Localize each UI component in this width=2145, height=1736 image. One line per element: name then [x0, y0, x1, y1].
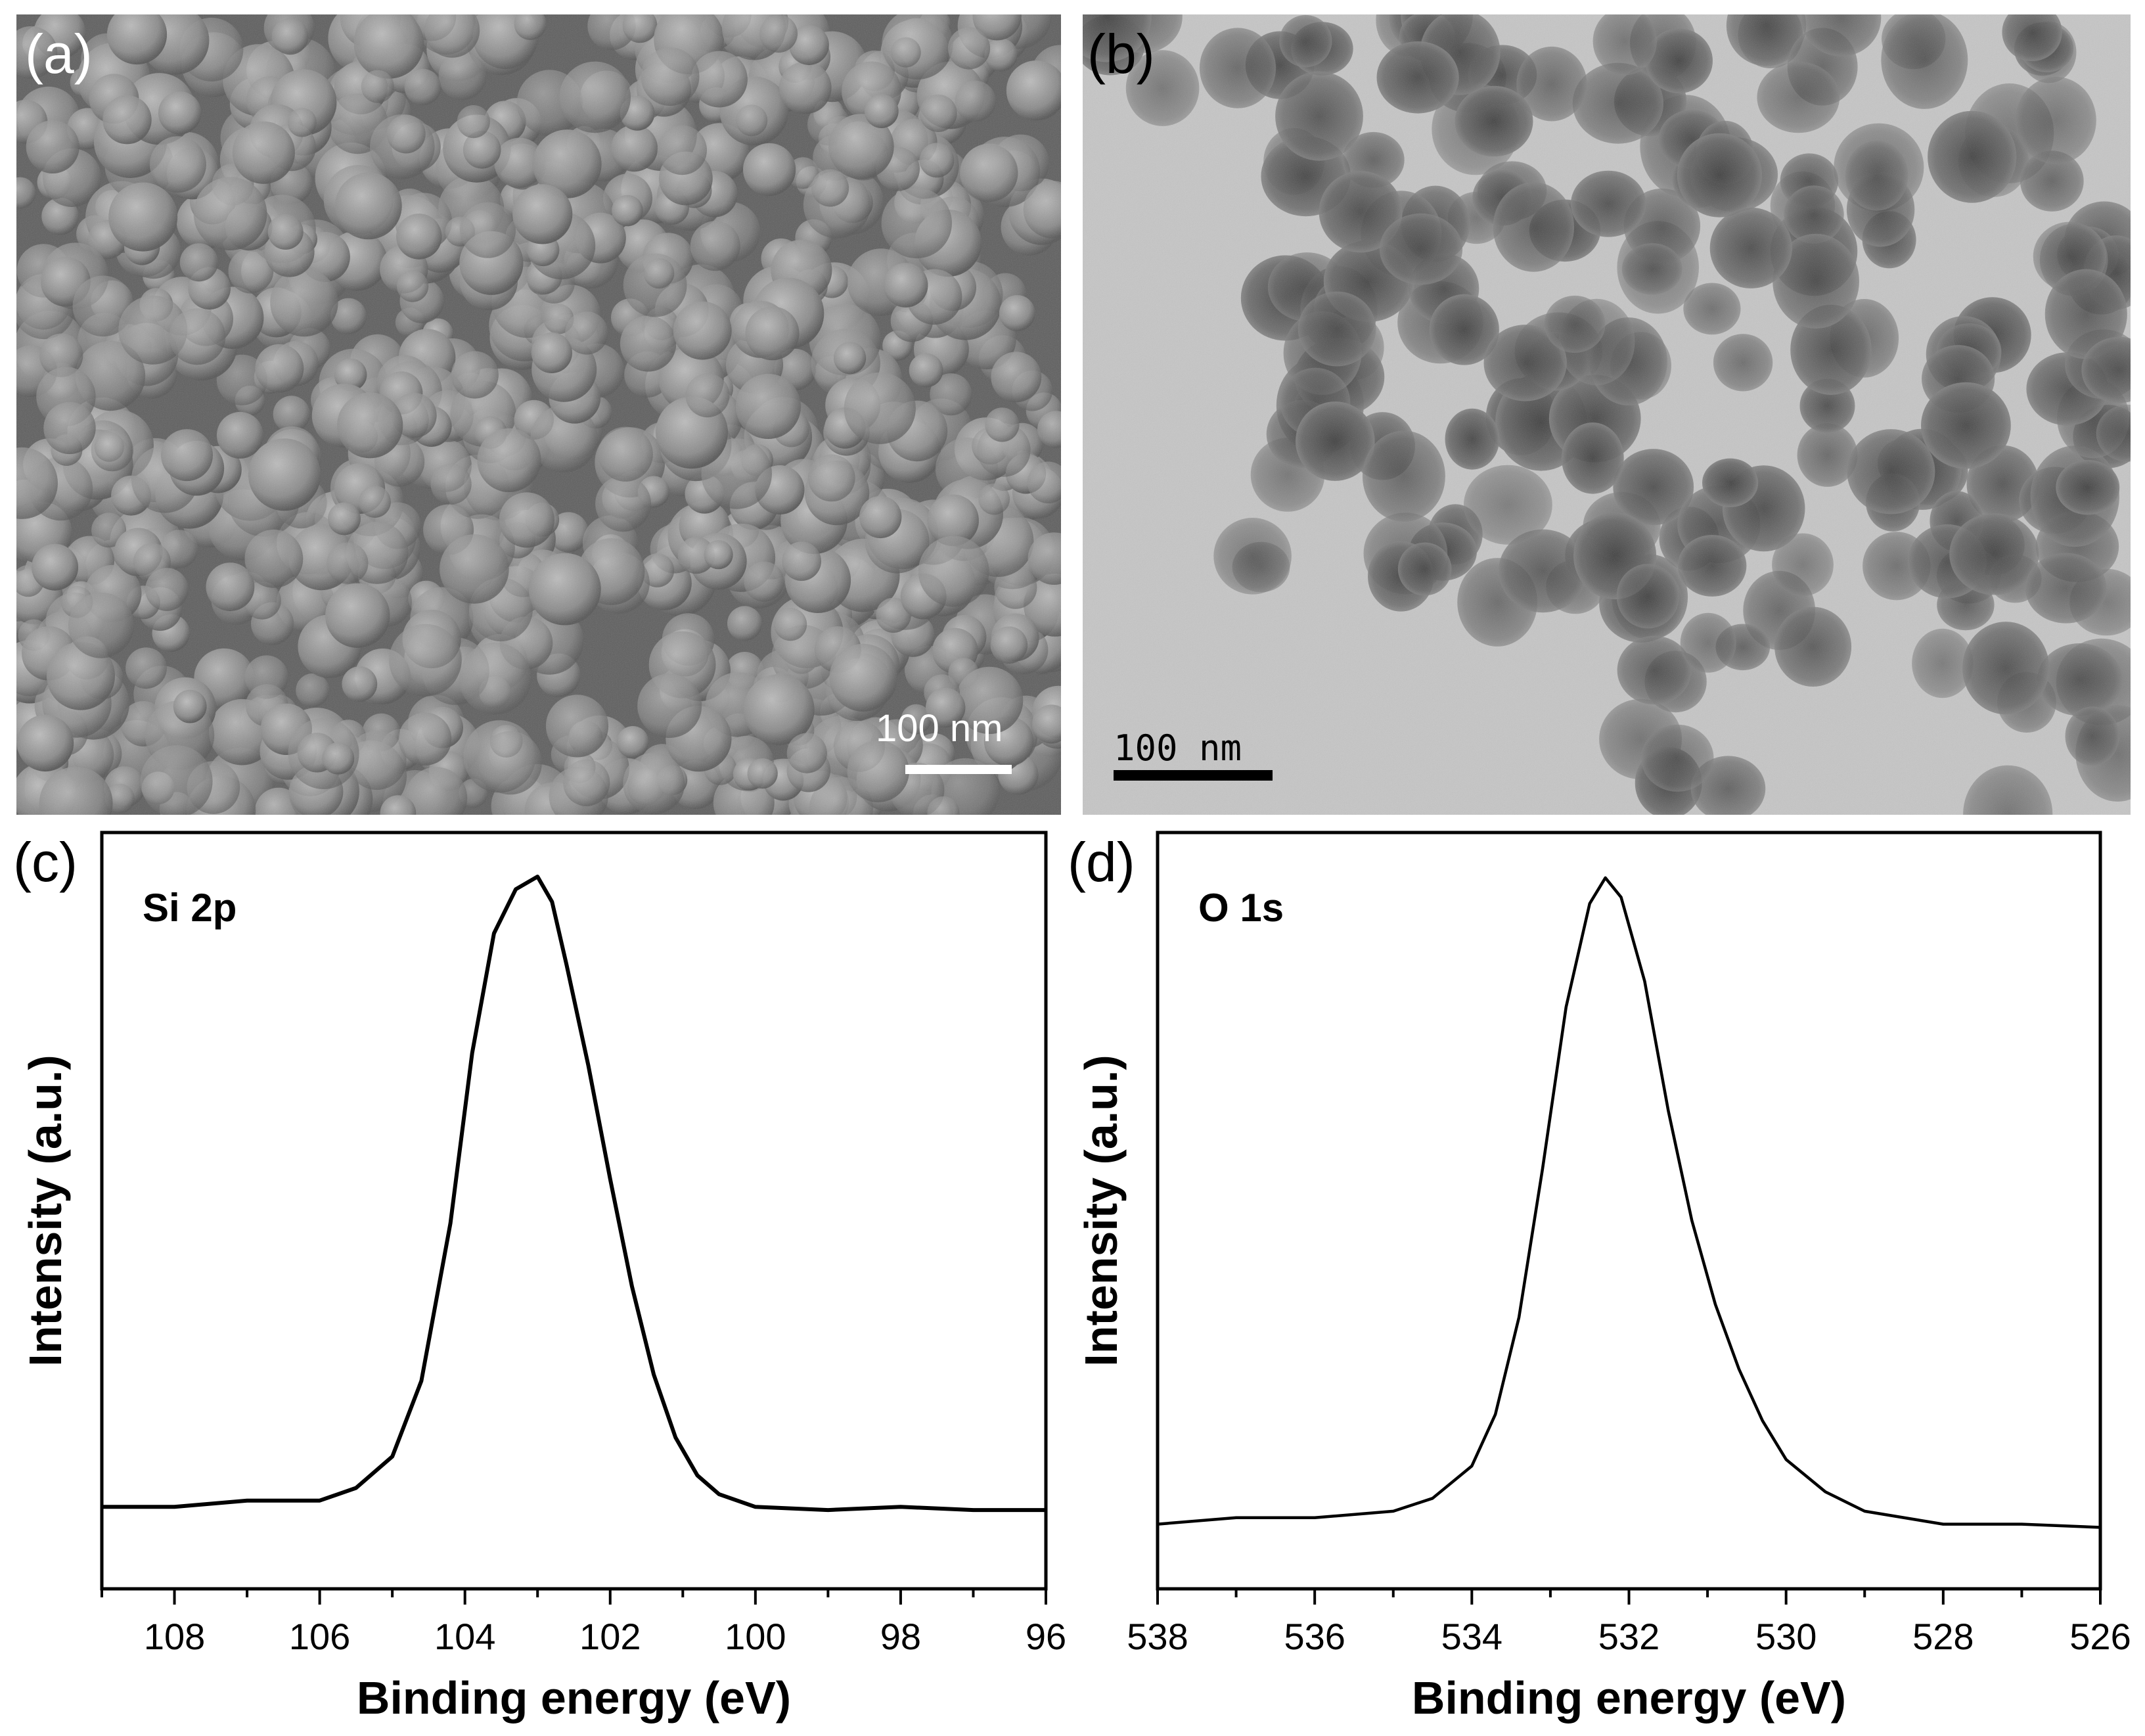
chart-d-x-tick-label: 526: [2069, 1616, 2131, 1657]
chart-d-spectrum-line: [1157, 876, 2101, 1529]
chart-c-x-tick-label: 102: [579, 1616, 641, 1657]
panel-label-d: (d): [1068, 831, 1135, 893]
chart-d-x-tick-label: 528: [1912, 1616, 1974, 1657]
chart-c: 108 106 104 102 100 98 96 Binding energy (eV) In…: [20, 831, 1066, 1724]
chart-c-x-tick-label: 106: [289, 1616, 350, 1657]
sem-image-panel: [16, 14, 1061, 815]
chart-d-frame: [1156, 831, 2102, 1591]
chart-c-x-tick-label: 96: [1026, 1616, 1066, 1657]
tem-micrograph: [1083, 14, 2131, 815]
chart-c-x-tick-label: 104: [434, 1616, 495, 1657]
chart-c-x-tick-label: 108: [144, 1616, 205, 1657]
sem-micrograph: [16, 14, 1061, 815]
sem-scale-bar-label: 100 nm: [876, 707, 1003, 750]
chart-c-x-tick-label: 98: [880, 1616, 921, 1657]
chart-c-x-axis-label: Binding energy (eV): [357, 1672, 791, 1724]
tem-scale-bar-label: 100 nm: [1114, 727, 1242, 769]
chart-d-x-tick-label: 532: [1598, 1616, 1660, 1657]
chart-d-x-axis-label: Binding energy (eV): [1412, 1672, 1846, 1724]
chart-d-x-tick-label: 538: [1127, 1616, 1188, 1657]
chart-c-y-axis-label: Intensity (a.u.): [20, 1055, 71, 1366]
sem-scale-bar: [905, 765, 1012, 774]
panel-label-a: (a): [25, 23, 93, 85]
chart-d-x-tick-label: 534: [1441, 1616, 1502, 1657]
chart-c-annotation: Si 2p: [143, 886, 237, 930]
tem-image-panel: [1083, 14, 2131, 815]
chart-d: 538 536 534 532 530 528 526 Binding energy (eV)…: [1075, 831, 2131, 1724]
panel-label-c: (c): [13, 831, 78, 893]
chart-d-x-tick-label: 530: [1755, 1616, 1817, 1657]
chart-d-x-tick-label: 536: [1284, 1616, 1345, 1657]
chart-c-frame: [100, 831, 1048, 1591]
panel-label-b: (b): [1087, 23, 1155, 85]
chart-c-spectrum-line: [102, 875, 1046, 1513]
tem-scale-bar: [1114, 770, 1273, 781]
chart-d-annotation: O 1s: [1198, 886, 1284, 930]
chart-c-x-tick-label: 100: [725, 1616, 786, 1657]
chart-d-y-axis-label: Intensity (a.u.): [1075, 1055, 1127, 1366]
